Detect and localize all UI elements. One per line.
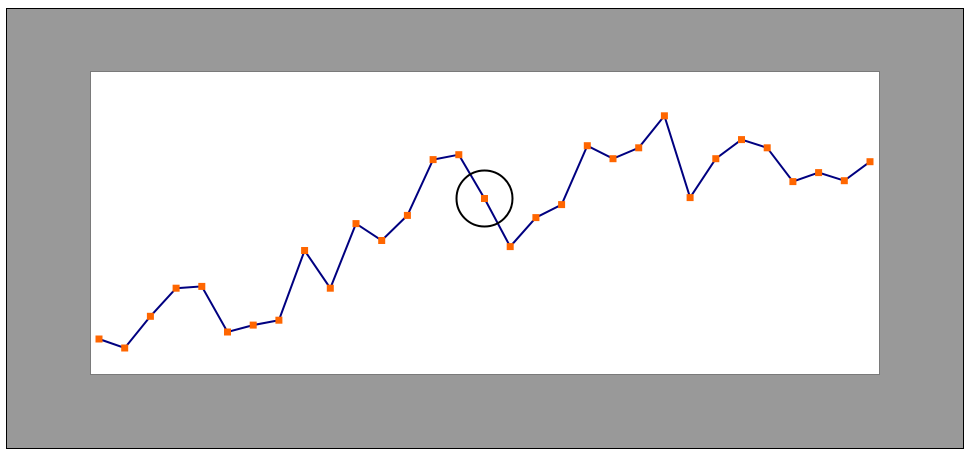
data-point[interactable] xyxy=(532,214,540,222)
chart-frame xyxy=(6,8,964,449)
data-point[interactable] xyxy=(95,335,103,343)
data-point[interactable] xyxy=(763,144,771,152)
data-point[interactable] xyxy=(301,247,309,254)
data-point[interactable] xyxy=(172,284,180,292)
data-point[interactable] xyxy=(249,321,257,329)
data-point[interactable] xyxy=(352,220,360,228)
data-point[interactable] xyxy=(815,169,823,177)
data-point[interactable] xyxy=(609,155,617,163)
data-point[interactable] xyxy=(326,284,334,292)
data-point[interactable] xyxy=(429,156,437,164)
data-point[interactable] xyxy=(224,328,231,336)
series-line xyxy=(98,113,871,350)
data-point[interactable] xyxy=(866,158,874,166)
highlight-circle xyxy=(455,169,514,228)
data-point[interactable] xyxy=(198,282,206,290)
data-point[interactable] xyxy=(712,155,720,163)
data-point[interactable] xyxy=(558,201,566,209)
data-point[interactable] xyxy=(738,136,745,144)
data-point[interactable] xyxy=(378,237,386,244)
data-point[interactable] xyxy=(789,178,797,186)
data-point[interactable] xyxy=(840,177,848,185)
data-point[interactable] xyxy=(275,316,283,324)
data-point[interactable] xyxy=(635,144,643,152)
data-point[interactable] xyxy=(455,151,463,159)
data-point[interactable] xyxy=(583,142,591,150)
data-point[interactable] xyxy=(403,211,411,219)
data-point[interactable] xyxy=(121,344,129,352)
data-point[interactable] xyxy=(146,312,154,320)
data-point[interactable] xyxy=(506,243,514,251)
line-chart xyxy=(95,112,874,352)
data-point[interactable] xyxy=(481,195,488,202)
data-point[interactable] xyxy=(686,194,694,202)
plot-area xyxy=(90,71,880,375)
data-point[interactable] xyxy=(660,112,668,120)
